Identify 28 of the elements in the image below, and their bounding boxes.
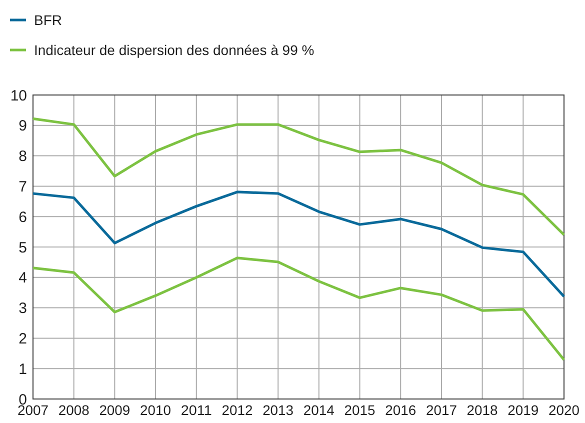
y-tick-label: 10	[10, 87, 27, 104]
x-tick-label: 2014	[303, 402, 335, 418]
x-tick-label: 2009	[99, 402, 130, 418]
y-tick-label: 9	[18, 118, 27, 135]
x-tick-label: 2020	[548, 402, 580, 418]
x-tick-label: 2019	[508, 402, 539, 418]
y-tick-label: 2	[18, 330, 27, 348]
y-tick-label: 4	[18, 270, 27, 287]
x-tick-label: 2017	[426, 402, 458, 418]
x-tick-label: 2016	[385, 402, 416, 418]
y-tick-label: 3	[18, 300, 27, 318]
legend-label: BFR	[34, 12, 62, 28]
y-tick-label: 5	[18, 239, 27, 256]
x-tick-label: 2010	[140, 402, 172, 418]
line-series	[32, 256, 566, 362]
line-series	[32, 190, 566, 298]
y-tick-label: 6	[18, 208, 27, 226]
x-tick-label: 2011	[180, 402, 212, 418]
y-tick-label: 1	[18, 360, 27, 378]
y-tick-label: 7	[18, 178, 27, 196]
x-tick-label: 2012	[222, 402, 253, 418]
x-tick-label: 2015	[344, 402, 376, 418]
x-tick-label: 2008	[58, 402, 90, 418]
y-tick-label: 8	[18, 148, 27, 166]
x-tick-label: 2013	[262, 402, 294, 418]
legend-label: Indicateur de dispersion des données à 99 %	[34, 42, 314, 58]
line-series	[32, 117, 566, 236]
x-tick-label: 2018	[466, 402, 498, 418]
